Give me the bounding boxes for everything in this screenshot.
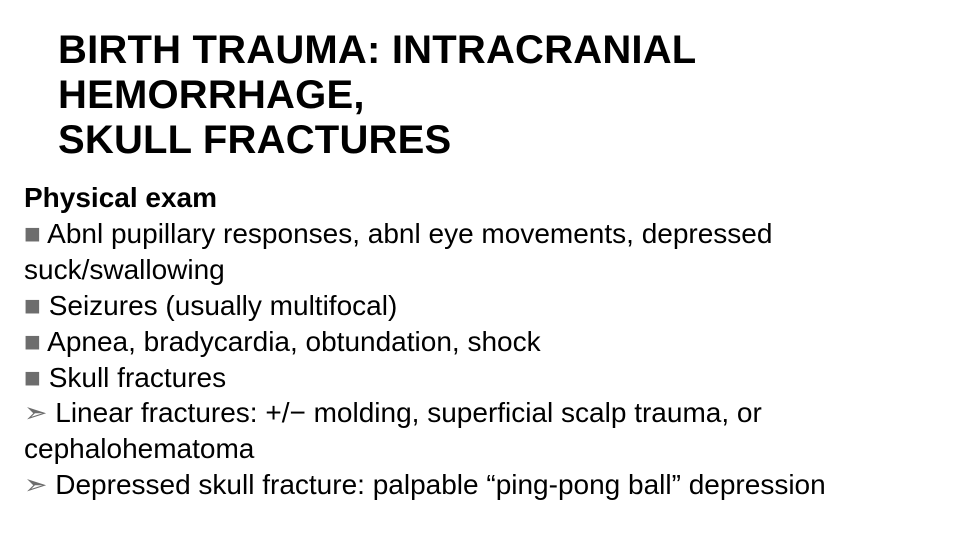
bullet-text: Linear fractures: +/− molding, superfici… xyxy=(55,397,762,428)
bullet-text: Abnl pupillary responses, abnl eye movem… xyxy=(47,218,772,249)
bullet-text: Apnea, bradycardia, obtundation, shock xyxy=(47,326,540,357)
bullet-item: Skull fractures xyxy=(24,360,936,396)
slide-body: Physical exam Abnl pupillary responses, … xyxy=(24,180,936,502)
bullet-wrap: suck/swallowing xyxy=(24,252,936,288)
bullet-text: Seizures (usually multifocal) xyxy=(49,290,398,321)
sub-bullet-item: Depressed skull fracture: palpable “ping… xyxy=(24,467,936,503)
bullet-text: Depressed skull fracture: palpable “ping… xyxy=(55,469,825,500)
section-heading: Physical exam xyxy=(24,180,936,216)
bullet-text: Skull fractures xyxy=(49,362,226,393)
sub-bullet-item: Linear fractures: +/− molding, superfici… xyxy=(24,395,936,431)
bullet-wrap: cephalohematoma xyxy=(24,431,936,467)
bullet-item: Apnea, bradycardia, obtundation, shock xyxy=(24,324,936,360)
title-line-2: SKULL FRACTURES xyxy=(58,118,936,163)
bullet-item: Abnl pupillary responses, abnl eye movem… xyxy=(24,216,936,252)
title-line-1: BIRTH TRAUMA: INTRACRANIAL HEMORRHAGE, xyxy=(58,28,936,118)
slide-title: BIRTH TRAUMA: INTRACRANIAL HEMORRHAGE, S… xyxy=(58,28,936,162)
bullet-item: Seizures (usually multifocal) xyxy=(24,288,936,324)
slide: BIRTH TRAUMA: INTRACRANIAL HEMORRHAGE, S… xyxy=(0,0,960,540)
